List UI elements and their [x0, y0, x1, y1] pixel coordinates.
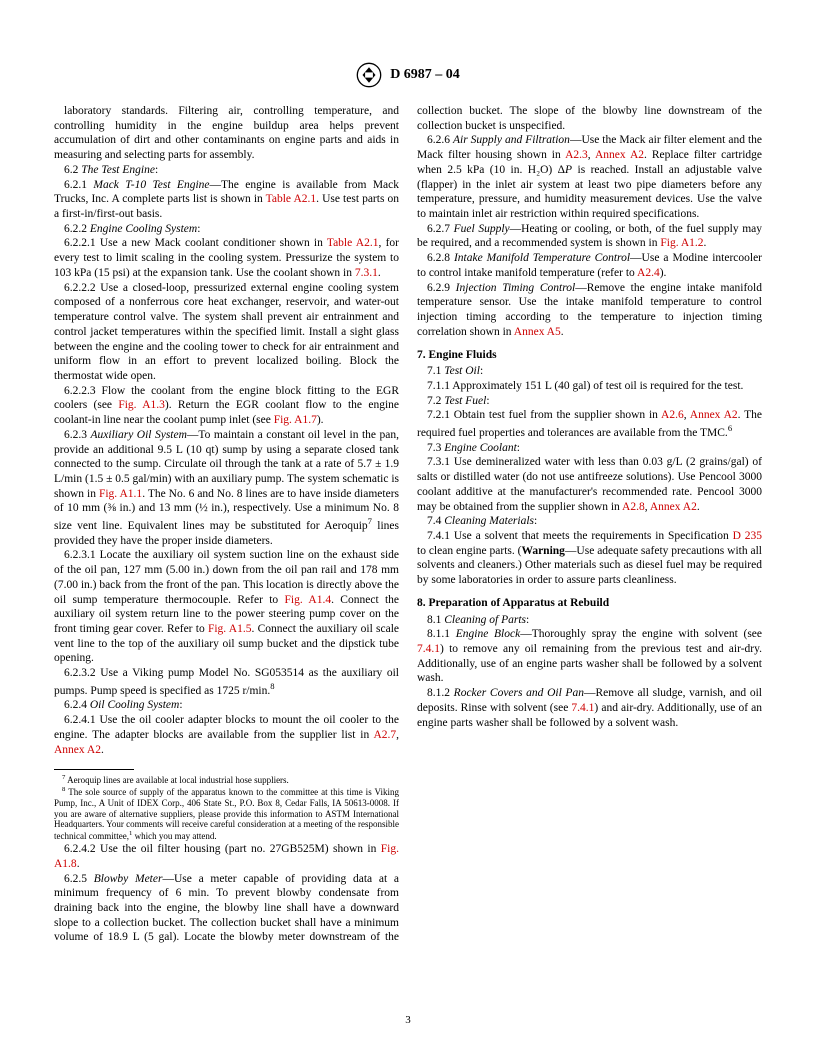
annex-ref-link[interactable]: Annex A2 [690, 409, 738, 421]
section-ref-link[interactable]: 7.3.1 [355, 267, 378, 279]
annex-ref-link[interactable]: A2.8 [622, 501, 645, 513]
body-text: 7.4 Cleaning Materials: [417, 514, 762, 529]
figure-ref-link[interactable]: Fig. A1.3 [118, 399, 165, 411]
table-ref-link[interactable]: Table A2.1 [266, 193, 317, 205]
figure-ref-link[interactable]: Fig. A1.5 [208, 623, 252, 635]
page-number: 3 [0, 1014, 816, 1026]
designation-number: D 6987 – 04 [390, 67, 460, 83]
body-text: 6.2.3.1 Locate the auxiliary oil system … [54, 548, 399, 666]
table-ref-link[interactable]: Table A2.1 [327, 237, 379, 249]
body-text: 8.1 Cleaning of Parts: [417, 613, 762, 628]
body-text: 7.3.1 Use demineralized water with less … [417, 455, 762, 514]
body-text: 8.1.1 Engine Block—Thoroughly spray the … [417, 627, 762, 686]
annex-ref-link[interactable]: A2.3 [565, 149, 588, 161]
footnote-separator [54, 769, 134, 770]
body-text: 6.2.7 Fuel Supply—Heating or cooling, or… [417, 222, 762, 251]
annex-ref-link[interactable]: Annex A2 [595, 149, 644, 161]
figure-ref-link[interactable]: Fig. A1.4 [285, 594, 332, 606]
body-text: 6.2.4.1 Use the oil cooler adapter block… [54, 713, 399, 757]
section-heading: 8. Preparation of Apparatus at Rebuild [417, 596, 762, 611]
body-text: 6.2.8 Intake Manifold Temperature Contro… [417, 251, 762, 280]
body-text: 6.2.2.2 Use a closed-loop, pressurized e… [54, 281, 399, 384]
body-text: 6.2.3 Auxiliary Oil System—To maintain a… [54, 428, 399, 549]
section-ref-link[interactable]: 7.4.1 [571, 702, 594, 714]
body-text: 6.2.4.2 Use the oil filter housing (part… [54, 842, 399, 871]
body-text: laboratory standards. Filtering air, con… [54, 104, 399, 163]
body-text: 6.2.2.1 Use a new Mack coolant condition… [54, 236, 399, 280]
body-text: 7.4.1 Use a solvent that meets the requi… [417, 529, 762, 588]
body-text: 7.1.1 Approximately 151 L (40 gal) of te… [417, 379, 762, 394]
body-text: 7.3 Engine Coolant: [417, 441, 762, 456]
annex-ref-link[interactable]: Annex A5 [514, 326, 561, 338]
section-ref-link[interactable]: 7.4.1 [417, 643, 440, 655]
body-text: 6.2 The Test Engine: [54, 163, 399, 178]
body-text: 6.2.2 Engine Cooling System: [54, 222, 399, 237]
annex-ref-link[interactable]: Annex A2 [54, 744, 101, 756]
document-body: laboratory standards. Filtering air, con… [54, 104, 762, 974]
body-text: 6.2.6 Air Supply and Filtration—Use the … [417, 133, 762, 221]
body-text: 6.2.4 Oil Cooling System: [54, 698, 399, 713]
page-header: D 6987 – 04 [54, 62, 762, 88]
figure-ref-link[interactable]: Fig. A1.2 [660, 237, 703, 249]
figure-ref-link[interactable]: Fig. A1.7 [274, 414, 317, 426]
body-text: 6.2.9 Injection Timing Control—Remove th… [417, 281, 762, 340]
annex-ref-link[interactable]: A2.6 [661, 409, 684, 421]
body-text: 7.1 Test Oil: [417, 364, 762, 379]
figure-ref-link[interactable]: Fig. A1.1 [99, 488, 142, 500]
astm-logo-icon [356, 62, 382, 88]
footnote-text: 8 The sole source of supply of the appar… [54, 786, 399, 842]
body-text: 6.2.2.3 Flow the coolant from the engine… [54, 384, 399, 428]
body-text: 7.2 Test Fuel: [417, 394, 762, 409]
standard-ref-link[interactable]: D 235 [733, 530, 762, 542]
body-text: 8.1.2 Rocker Covers and Oil Pan—Remove a… [417, 686, 762, 730]
body-text: 6.2.1 Mack T-10 Test Engine—The engine i… [54, 178, 399, 222]
body-text: 7.2.1 Obtain test fuel from the supplier… [417, 408, 762, 440]
body-text: 6.2.3.2 Use a Viking pump Model No. SG05… [54, 666, 399, 698]
footnote-text: 7 Aeroquip lines are available at local … [54, 774, 399, 786]
annex-ref-link[interactable]: A2.7 [373, 729, 396, 741]
section-heading: 7. Engine Fluids [417, 348, 762, 363]
annex-ref-link[interactable]: A2.4 [637, 267, 660, 279]
annex-ref-link[interactable]: Annex A2 [650, 501, 697, 513]
